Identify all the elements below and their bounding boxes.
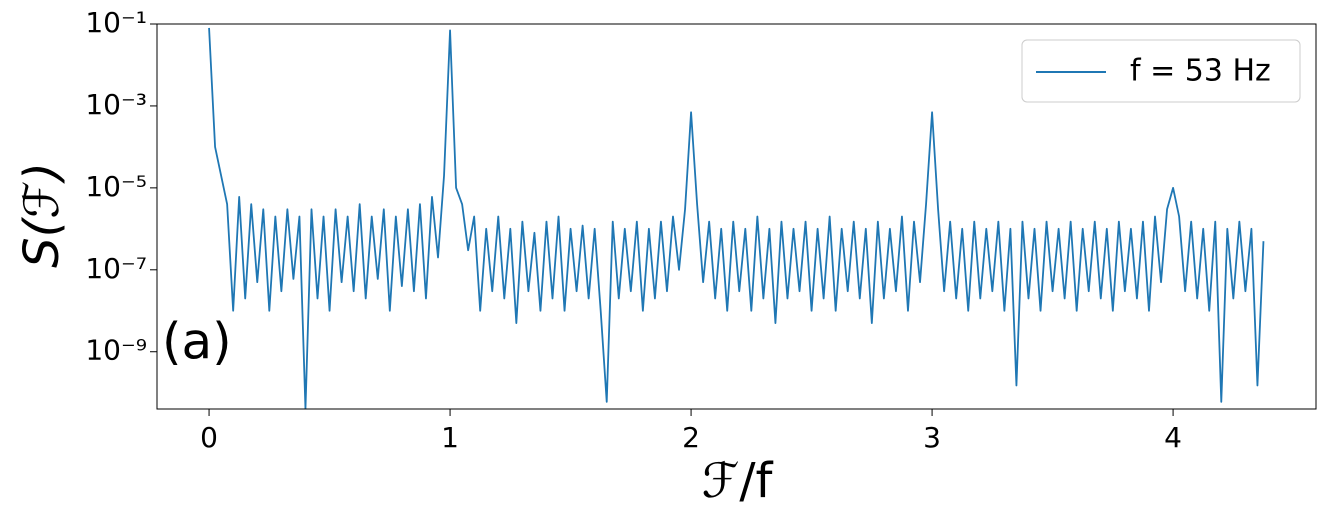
y-tick-label: 10⁻¹ — [85, 6, 147, 39]
x-axis-label: ℱ/f — [702, 453, 774, 509]
legend-label: f = 53 Hz — [1130, 54, 1271, 89]
y-axis-label: S(ℱ) — [14, 162, 70, 268]
y-tick-label: 10⁻³ — [85, 88, 147, 121]
series-line — [208, 27, 1265, 409]
x-tick-label: 3 — [923, 421, 941, 454]
annotation: (a) — [162, 313, 232, 371]
x-tick-label: 2 — [682, 421, 700, 454]
y-tick-label: 10⁻⁵ — [85, 170, 147, 203]
plot-area — [208, 27, 1265, 409]
legend-box — [1021, 39, 1301, 103]
x-tick-label: 0 — [200, 421, 218, 454]
plot-frame — [156, 23, 1317, 410]
x-tick-label: 4 — [1164, 421, 1182, 454]
y-tick-label: 10⁻⁹ — [85, 334, 147, 367]
x-tick-label: 1 — [441, 421, 459, 454]
y-tick-label: 10⁻⁷ — [85, 252, 147, 285]
